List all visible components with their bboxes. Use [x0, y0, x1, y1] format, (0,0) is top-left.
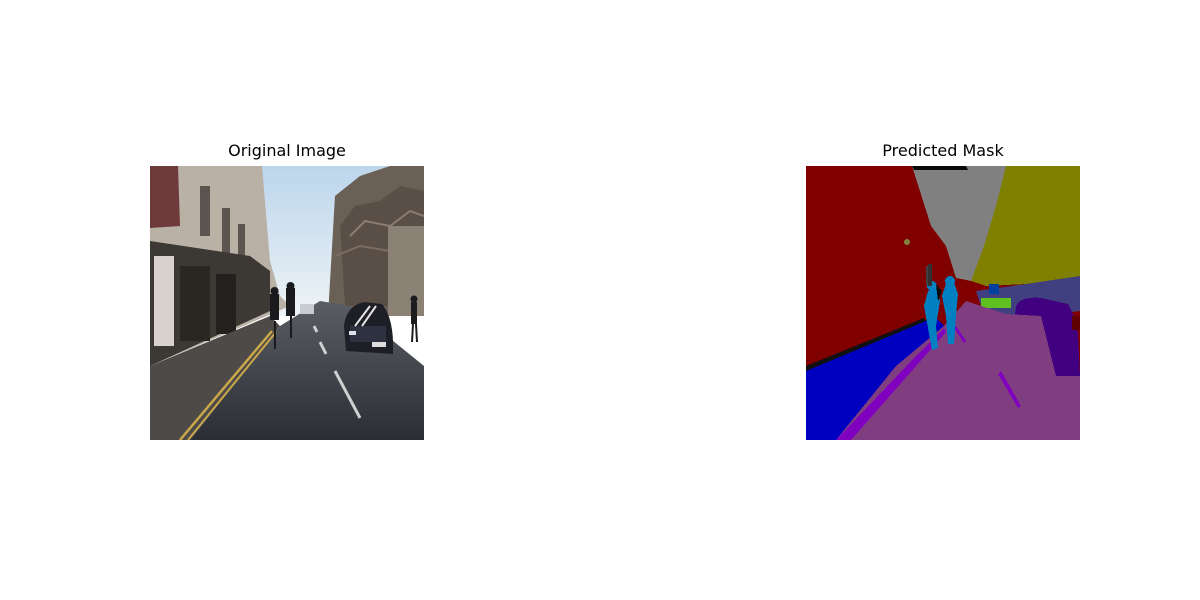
original-image-title: Original Image — [228, 141, 346, 160]
car — [344, 302, 393, 354]
pedestrian — [410, 295, 418, 343]
cyclists — [270, 282, 295, 349]
mask-sign — [981, 298, 1011, 308]
mask-sky — [912, 166, 1006, 281]
distant-car — [300, 304, 314, 314]
predicted-mask-title: Predicted Mask — [882, 141, 1004, 160]
segmentation-mask — [806, 166, 1080, 440]
mask-tree — [971, 166, 1080, 286]
street-photo — [150, 166, 424, 440]
sidewalk-left — [150, 316, 280, 440]
yellow-line — [179, 330, 273, 440]
buildings-left — [150, 166, 290, 366]
mask-lane — [836, 328, 946, 440]
building-right — [388, 226, 424, 316]
mask-sidewalk — [806, 318, 944, 440]
lane-markings — [312, 325, 362, 419]
predicted-mask — [806, 166, 1080, 440]
original-image — [150, 166, 424, 440]
mask-pedestrians — [924, 276, 958, 350]
